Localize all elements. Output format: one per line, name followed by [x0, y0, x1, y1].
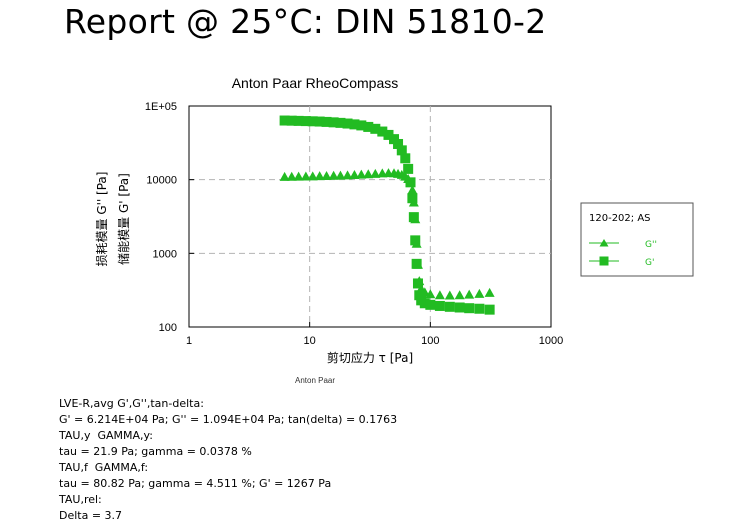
note-line: TAU,rel:: [59, 493, 102, 506]
storage-modulus-point: [408, 212, 419, 223]
storage-modulus-point: [349, 119, 360, 130]
storage-modulus-point: [396, 145, 407, 156]
storage-modulus-point: [383, 129, 394, 140]
loss-modulus-point: [293, 171, 304, 181]
legend: 120-202; AS G'' G': [580, 202, 694, 277]
x-tick-label: 1: [186, 335, 192, 347]
loss-modulus-point: [342, 170, 353, 180]
storage-modulus-point: [393, 138, 404, 149]
y-axis-label-storage-modulus: 储能模量 G' [Pa]: [116, 173, 131, 265]
storage-modulus-point: [293, 115, 304, 126]
storage-modulus-point: [454, 302, 465, 313]
loss-modulus-point: [279, 171, 290, 181]
loss-modulus-point: [314, 171, 325, 181]
x-tick-label: 1000: [539, 335, 563, 347]
note-line: G' = 6.214E+04 Pa; G'' = 1.094E+04 Pa; t…: [59, 413, 398, 426]
storage-modulus-point: [434, 300, 445, 311]
note-line: tau = 21.9 Pa; gamma = 0.0378 %: [59, 445, 252, 458]
loss-modulus-point: [454, 290, 465, 300]
note-line: TAU,f GAMMA,f:: [59, 461, 149, 474]
storage-modulus-point: [307, 116, 318, 127]
analysis-notes: LVE-R,avg G',G'',tan-delta: G' = 6.214E+…: [59, 396, 397, 524]
storage-modulus-point: [419, 298, 430, 309]
grid-lines: [189, 106, 551, 327]
storage-modulus-point: [414, 290, 425, 301]
x-tick-label: 100: [421, 335, 439, 347]
loss-modulus-point: [484, 287, 495, 297]
data-series: [279, 115, 495, 315]
chart-title: Anton Paar RheoCompass: [232, 75, 399, 91]
loss-modulus-point: [363, 169, 374, 179]
legend-title: 120-202; AS: [589, 213, 651, 224]
series-loss-modulus: [279, 168, 495, 300]
storage-modulus-point: [403, 163, 414, 174]
storage-modulus-point: [321, 116, 332, 127]
storage-modulus-point: [377, 126, 388, 137]
loss-modulus-point: [300, 171, 311, 181]
storage-modulus-point: [444, 301, 455, 312]
series-storage-modulus: [279, 115, 495, 315]
chart-footer: Anton Paar: [295, 376, 335, 385]
report-title: Report @ 25°C: DIN 51810-2: [64, 2, 547, 41]
y-tick-label: 100: [159, 322, 177, 334]
note-line: tau = 80.82 Pa; gamma = 4.511 %; G' = 12…: [59, 477, 332, 490]
storage-modulus-point: [464, 303, 475, 314]
loss-modulus-point: [307, 171, 318, 181]
plot-frame: [188, 105, 552, 328]
loss-modulus-point: [425, 289, 436, 299]
loss-modulus-point: [474, 288, 485, 298]
storage-modulus-point: [407, 193, 418, 204]
loss-modulus-point: [286, 171, 297, 181]
storage-modulus-point: [279, 115, 290, 126]
loss-modulus-point: [328, 170, 339, 180]
note-line: Delta = 3.7: [59, 509, 123, 522]
y-axis-label-loss-modulus: 损耗模量 G'' [Pa]: [95, 172, 109, 267]
storage-modulus-point: [484, 304, 495, 315]
y-tick-label: 1000: [153, 248, 177, 260]
storage-modulus-point: [412, 278, 423, 289]
storage-modulus-point: [411, 258, 422, 269]
loss-modulus-point: [370, 168, 381, 178]
loss-modulus-point: [434, 290, 445, 300]
y-tick-label: 1E+05: [145, 101, 177, 113]
axis-ticks: 1 10 100 1000 1E+05 10000 1000 100: [145, 101, 563, 347]
legend-square-marker: [599, 256, 609, 266]
x-tick-label: 10: [304, 335, 316, 347]
storage-modulus-point: [474, 303, 485, 314]
note-line: LVE-R,avg G',G'',tan-delta:: [59, 397, 204, 410]
storage-modulus-point: [335, 117, 346, 128]
storage-modulus-point: [342, 118, 353, 129]
loss-modulus-point: [321, 171, 332, 181]
storage-modulus-point: [410, 235, 421, 246]
loss-modulus-point: [349, 170, 360, 180]
loss-modulus-point: [407, 185, 418, 195]
storage-modulus-point: [356, 120, 367, 131]
legend-label-storage: G': [645, 258, 654, 268]
loss-modulus-point: [444, 290, 455, 300]
y-tick-label: 10000: [146, 175, 177, 187]
loss-modulus-point: [335, 170, 346, 180]
note-line: TAU,y GAMMA,y:: [59, 429, 153, 442]
legend-triangle-marker: [599, 239, 609, 247]
storage-modulus-point: [400, 153, 411, 164]
rheology-chart: Anton Paar RheoCompass 1 10 100 1000 1E+05 10…: [95, 75, 694, 385]
x-axis-label: 剪切应力 τ [Pa]: [327, 350, 413, 365]
legend-label-loss: G'': [645, 240, 657, 250]
loss-modulus-point: [464, 289, 475, 299]
storage-modulus-point: [314, 116, 325, 127]
storage-modulus-point: [425, 299, 436, 310]
storage-modulus-point: [300, 116, 311, 127]
storage-modulus-point: [405, 177, 416, 188]
storage-modulus-point: [328, 117, 339, 128]
loss-modulus-point: [356, 169, 367, 179]
storage-modulus-point: [370, 123, 381, 134]
storage-modulus-point: [286, 115, 297, 126]
storage-modulus-point: [363, 121, 374, 132]
